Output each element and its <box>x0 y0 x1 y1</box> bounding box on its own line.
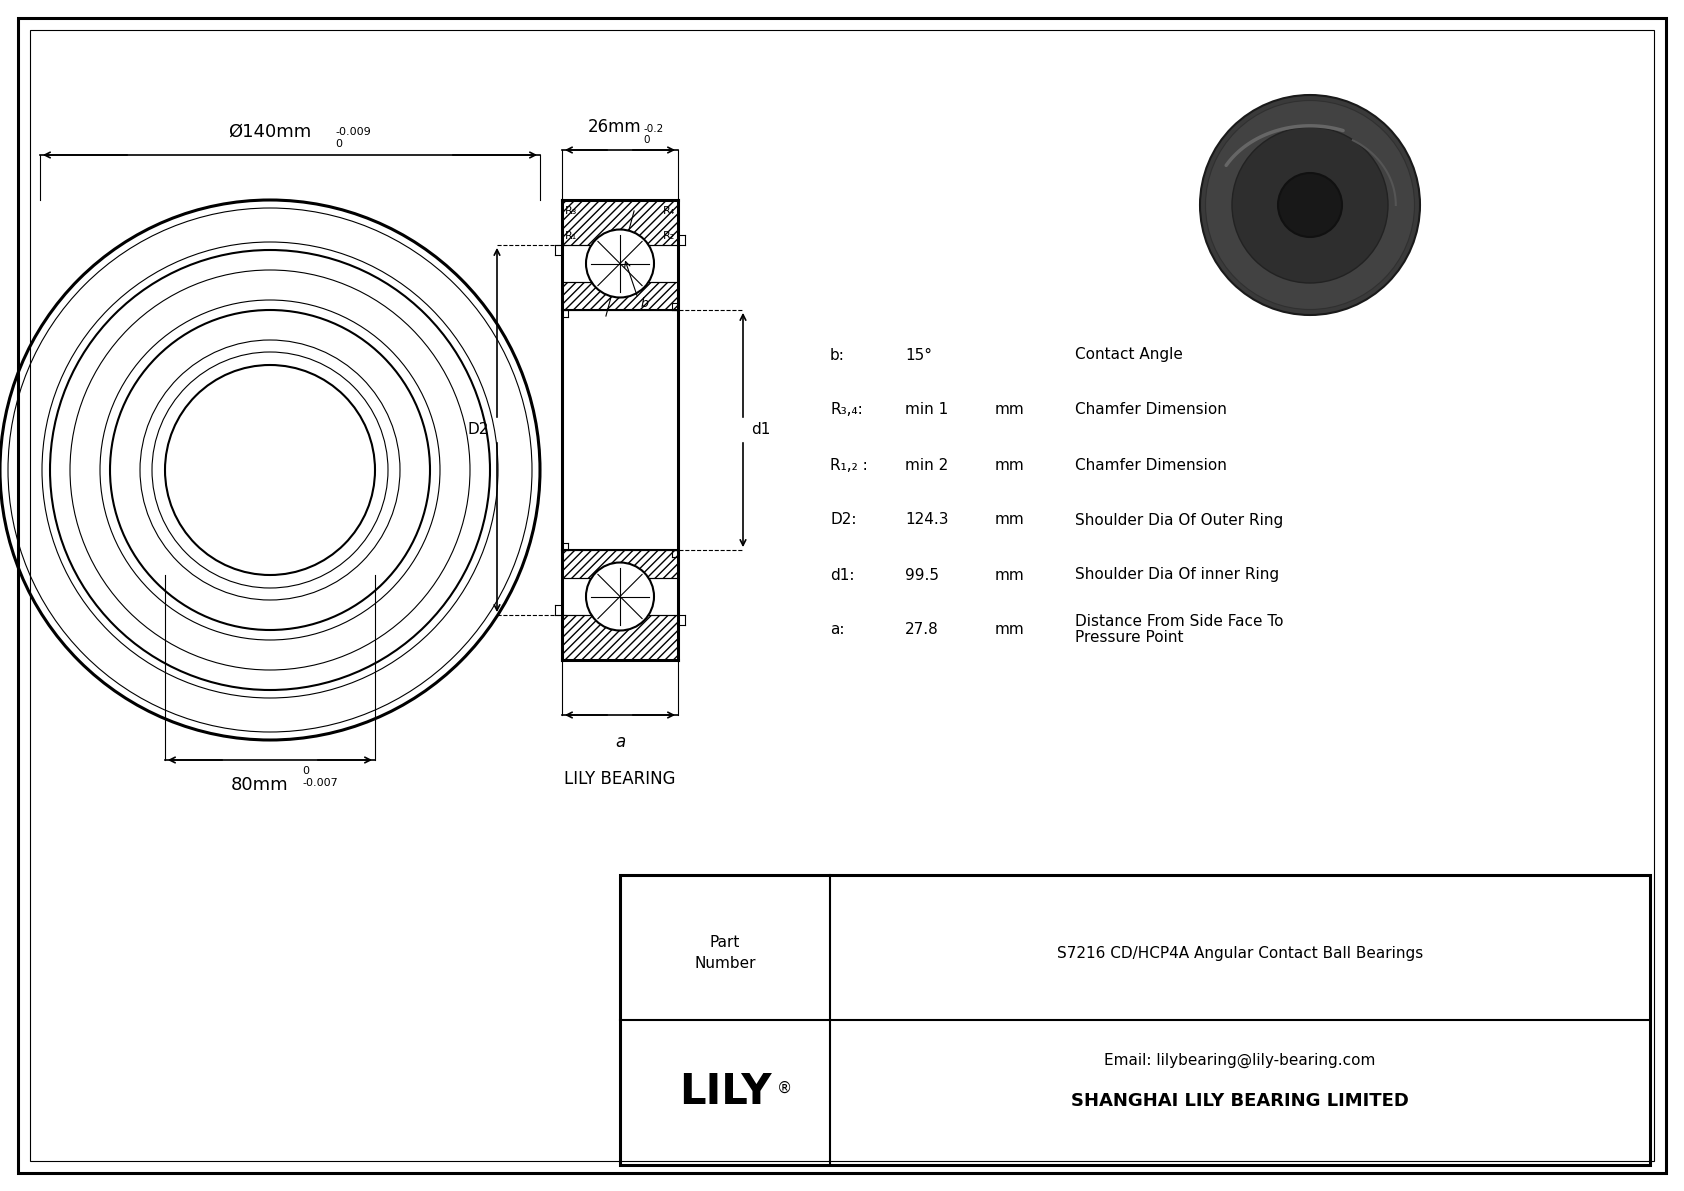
Text: SHANGHAI LILY BEARING LIMITED: SHANGHAI LILY BEARING LIMITED <box>1071 1092 1410 1110</box>
Text: Pressure Point: Pressure Point <box>1074 630 1184 646</box>
Circle shape <box>1233 127 1388 283</box>
Text: R₄: R₄ <box>663 206 675 216</box>
Text: 0: 0 <box>643 135 650 145</box>
Text: 80mm: 80mm <box>231 777 290 794</box>
Text: mm: mm <box>995 512 1026 528</box>
Text: Shoulder Dia Of inner Ring: Shoulder Dia Of inner Ring <box>1074 567 1280 582</box>
Text: Ø140mm: Ø140mm <box>229 123 312 141</box>
Text: 99.5: 99.5 <box>904 567 940 582</box>
Text: a: a <box>615 732 625 752</box>
Circle shape <box>1201 95 1420 314</box>
Text: -0.007: -0.007 <box>301 778 338 788</box>
Text: -0.2: -0.2 <box>643 124 663 135</box>
Text: 0: 0 <box>301 766 308 777</box>
Text: D2: D2 <box>468 423 488 437</box>
Text: 124.3: 124.3 <box>904 512 948 528</box>
Text: Shoulder Dia Of Outer Ring: Shoulder Dia Of Outer Ring <box>1074 512 1283 528</box>
Bar <box>562 615 679 660</box>
Text: D2:: D2: <box>830 512 857 528</box>
Text: R₃: R₃ <box>566 206 578 216</box>
Text: min 2: min 2 <box>904 457 948 473</box>
Text: 27.8: 27.8 <box>904 623 938 637</box>
Text: R₂: R₂ <box>663 231 675 241</box>
Text: ®: ® <box>776 1080 791 1096</box>
Text: d1: d1 <box>751 423 770 437</box>
Text: Part
Number: Part Number <box>694 935 756 972</box>
Text: Email: lilybearing@lily-bearing.com: Email: lilybearing@lily-bearing.com <box>1105 1053 1376 1068</box>
Circle shape <box>586 562 653 630</box>
Text: mm: mm <box>995 623 1026 637</box>
Text: 0: 0 <box>335 139 342 149</box>
Text: d1:: d1: <box>830 567 854 582</box>
Bar <box>562 282 679 310</box>
Text: b: b <box>642 297 648 310</box>
Text: R₁,₂ :: R₁,₂ : <box>830 457 867 473</box>
Text: R₁: R₁ <box>566 231 578 241</box>
Bar <box>562 550 679 578</box>
Text: Chamfer Dimension: Chamfer Dimension <box>1074 403 1228 418</box>
Bar <box>562 200 679 245</box>
Text: Contact Angle: Contact Angle <box>1074 348 1182 362</box>
Text: mm: mm <box>995 403 1026 418</box>
Text: LILY BEARING: LILY BEARING <box>564 771 675 788</box>
Text: mm: mm <box>995 457 1026 473</box>
Text: LILY: LILY <box>679 1072 771 1114</box>
Text: 26mm: 26mm <box>588 118 642 136</box>
Text: Distance From Side Face To: Distance From Side Face To <box>1074 615 1283 630</box>
Circle shape <box>1206 100 1415 310</box>
Text: Chamfer Dimension: Chamfer Dimension <box>1074 457 1228 473</box>
Text: a:: a: <box>830 623 844 637</box>
Circle shape <box>1278 173 1342 237</box>
Text: 15°: 15° <box>904 348 931 362</box>
Text: R₃,₄:: R₃,₄: <box>830 403 862 418</box>
Text: S7216 CD/HCP4A Angular Contact Ball Bearings: S7216 CD/HCP4A Angular Contact Ball Bear… <box>1058 946 1423 961</box>
Text: b:: b: <box>830 348 845 362</box>
Bar <box>620 875 1650 1165</box>
Text: min 1: min 1 <box>904 403 948 418</box>
Text: -0.009: -0.009 <box>335 127 370 137</box>
Circle shape <box>586 230 653 298</box>
Text: mm: mm <box>995 567 1026 582</box>
